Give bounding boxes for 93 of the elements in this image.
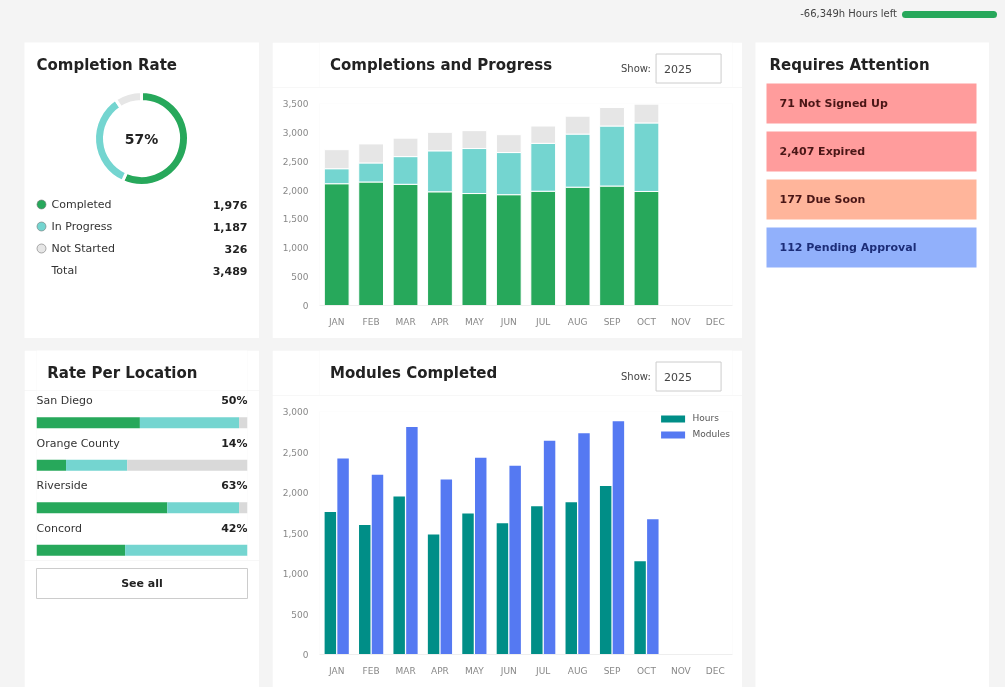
text: -66,349h Hours left (800, 6, 897, 21)
text: 177 Due Soon (779, 193, 866, 206)
y-tick-label: 0 (302, 301, 309, 311)
y-tick-label: 2,500 (282, 447, 309, 458)
text: 71 Not Signed Up (779, 97, 888, 110)
x-tick-label: JUN (499, 316, 517, 327)
legend-label: Hours (692, 413, 719, 423)
y-tick-label: 2,000 (282, 185, 309, 196)
x-tick-label: NOV (670, 316, 692, 327)
y-tick-label: 1,500 (282, 214, 309, 225)
y-tick-label: 500 (291, 609, 309, 620)
x-tick-label: OCT (637, 665, 657, 676)
text: Total (50, 264, 78, 277)
x-tick-label: DEC (705, 665, 725, 676)
text: Show: (620, 371, 651, 382)
x-tick-label: SEP (603, 665, 622, 676)
x-tick-label: MAY (465, 316, 485, 327)
chart-title: Completions and Progress (330, 55, 553, 74)
bar (565, 502, 577, 655)
bar (359, 524, 371, 655)
x-tick-label: AUG (567, 665, 588, 676)
x-tick-label: APR (431, 316, 449, 327)
y-tick-label: Riverside (36, 479, 88, 493)
y-tick-label: Orange County (36, 436, 121, 450)
y-tick-label: Concord (36, 521, 82, 535)
text: 112 Pending Approval (779, 241, 917, 254)
x-tick-label: JUN (499, 665, 517, 676)
chart-title: Modules Completed (330, 363, 498, 382)
bar (647, 519, 659, 655)
text: Show: (620, 63, 651, 74)
x-tick-label: DEC (705, 316, 725, 327)
x-tick-label: FEB (362, 316, 380, 327)
x-tick-label: FEB (362, 665, 380, 676)
text: 57% (124, 130, 159, 147)
bar (578, 433, 590, 655)
bar (634, 561, 646, 655)
y-tick-label: 1,000 (282, 569, 309, 579)
legend-label: In Progress (51, 220, 113, 233)
data-label: 1,187 (212, 220, 248, 234)
x-tick-label: JUL (535, 316, 551, 327)
x-tick-label: SEP (603, 316, 622, 327)
y-tick-label: 1,000 (282, 243, 309, 254)
legend-label: Not Started (51, 242, 115, 255)
text: 3,489 (212, 264, 248, 278)
x-tick-label: MAR (395, 665, 416, 676)
x-tick-label: APR (431, 665, 449, 676)
bar (462, 513, 474, 655)
bar (337, 458, 349, 655)
bar (612, 421, 625, 655)
y-tick-label: 3,000 (282, 407, 309, 417)
bar (371, 474, 384, 655)
bar (599, 486, 612, 655)
x-tick-label: MAY (465, 665, 485, 676)
bar (440, 479, 453, 655)
legend-label: Modules (692, 429, 730, 439)
text: 2,407 Expired (779, 145, 866, 158)
y-tick-label: 1,500 (282, 528, 309, 539)
text: 2025 (663, 62, 692, 76)
text: 63% (221, 479, 248, 493)
y-tick-label: 3,500 (282, 99, 309, 109)
y-tick-label: 3,000 (282, 127, 309, 138)
y-tick-label: 2,500 (282, 156, 309, 167)
chart-title: Rate Per Location (47, 363, 198, 382)
bar (531, 506, 543, 655)
x-tick-label: JUL (535, 665, 551, 676)
y-tick-label: 0 (302, 650, 309, 660)
bar (427, 534, 440, 655)
bar (475, 457, 487, 655)
y-tick-label: 2,000 (282, 488, 309, 498)
bar (393, 496, 405, 655)
x-tick-label: OCT (637, 316, 657, 327)
x-tick-label: AUG (567, 316, 588, 327)
chart-title: Completion Rate (36, 55, 178, 74)
bar (324, 511, 337, 655)
data-label: 326 (224, 242, 248, 256)
data-label: 1,976 (212, 198, 248, 212)
text: 14% (221, 436, 248, 450)
text: See all (121, 577, 163, 590)
x-tick-label: JAN (328, 665, 345, 676)
bar (496, 523, 509, 655)
text: Requires Attention (769, 55, 930, 74)
bar (406, 426, 418, 655)
legend-label: Completed (51, 198, 112, 211)
y-tick-label: San Diego (36, 394, 93, 408)
bar (509, 465, 521, 655)
text: 2025 (663, 370, 692, 384)
text: 50% (221, 394, 248, 408)
x-tick-label: NOV (670, 665, 692, 676)
y-tick-label: 500 (291, 272, 309, 283)
text: 42% (221, 521, 248, 535)
x-tick-label: MAR (395, 316, 416, 327)
bar (543, 440, 556, 655)
x-tick-label: JAN (328, 316, 345, 327)
